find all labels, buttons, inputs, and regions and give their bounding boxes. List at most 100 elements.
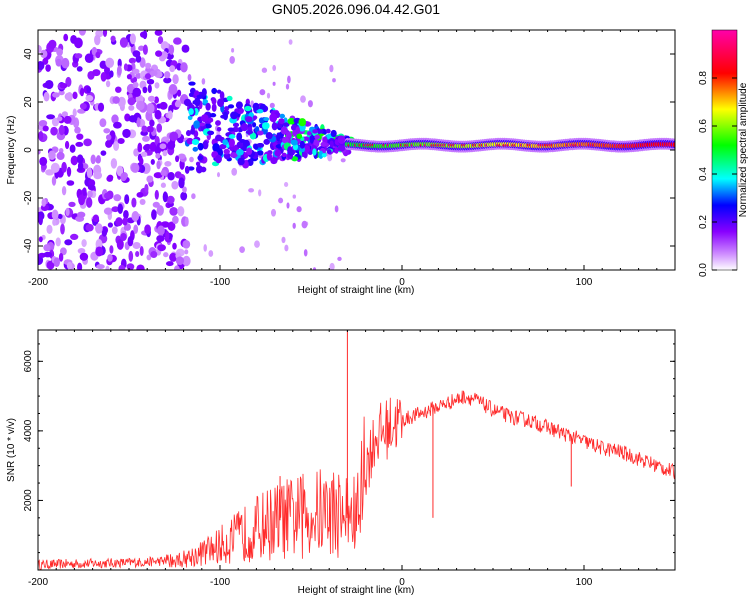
spectrogram-cell [219, 143, 227, 150]
spectrogram-cell [164, 161, 172, 167]
spectrogram-cell [150, 250, 158, 259]
spectrogram-cell [330, 129, 337, 138]
spectrogram-cell [197, 142, 204, 151]
snr-y-tick-label: 6000 [23, 350, 34, 373]
spectrogram-cell [301, 152, 307, 158]
spectrogram-cell [318, 150, 324, 159]
spectrogram-cell [66, 91, 73, 102]
spectrogram-cell [38, 236, 43, 243]
spectrogram-cell [208, 117, 214, 123]
spectrogram-cell [296, 206, 302, 213]
spectrogram-cell [181, 44, 190, 53]
spectrogram-cell [140, 151, 148, 157]
spectrogram-cell [132, 241, 141, 250]
spectrogram-ylabel: Frequency (Hz) [6, 116, 17, 185]
spectrogram-cell [105, 265, 110, 270]
spectrogram-cell [126, 73, 132, 80]
spectrogram-cell [211, 97, 217, 105]
spectrogram-cell [43, 244, 51, 252]
spectrogram-cell [43, 251, 53, 258]
spectrogram-cell [85, 95, 94, 102]
spectrogram-cell [113, 194, 122, 202]
spectrogram-cell [326, 149, 332, 154]
spectrogram-cell [44, 79, 54, 90]
spectrogram-cell [64, 140, 70, 150]
spectrogram-cell [219, 91, 225, 100]
spectrogram-cell [156, 123, 163, 133]
spectrogram-cell [216, 172, 221, 178]
snr-panel: -200 -100 0 100 2000 4000 6000 Height of stra… [6, 329, 676, 596]
spectrogram-cell [102, 30, 108, 37]
spectrogram-cell [261, 122, 270, 130]
spectrogram-cell [276, 132, 281, 142]
spectrogram-cell [202, 140, 209, 150]
spectrogram-cell [168, 44, 175, 55]
spectrogram-cell [286, 202, 290, 209]
spectrogram-x-axis: -200 -100 0 100 [28, 30, 676, 288]
spectrogram-cell [97, 102, 105, 112]
spectrogram-cell [154, 96, 159, 104]
spectrogram-cell [95, 223, 103, 234]
spectrogram-cell [174, 100, 182, 108]
snr-x-tick-label: -200 [28, 577, 48, 588]
colorbar-tick-label: 0.4 [698, 167, 709, 181]
spectrogram-cell [173, 37, 182, 45]
spectrogram-cell [307, 100, 313, 108]
spectrogram-cell [312, 267, 317, 270]
spectrogram-cell [195, 165, 203, 174]
spectrogram-cell [64, 239, 73, 246]
snr-frame [37, 329, 676, 571]
spectrogram-cell [248, 188, 255, 193]
spectrogram-cell [58, 90, 65, 96]
spectrogram-cell [139, 198, 146, 205]
spectrogram-cell [147, 84, 152, 94]
spectrogram-cell [249, 132, 257, 140]
snr-y-tick-label: 4000 [23, 419, 34, 442]
spectrogram-cell [188, 81, 196, 86]
spectrogram-cell [265, 132, 273, 140]
spectrogram-cell [172, 74, 179, 85]
spectrogram-y-tick-label: 0 [23, 147, 34, 153]
spectrogram-cell [222, 139, 229, 146]
spectrogram-cell [252, 102, 260, 111]
spectrogram-cell [192, 146, 199, 152]
spectrogram-cell [72, 108, 77, 117]
spectrogram-cell [227, 104, 235, 109]
snr-x-tick-label: -100 [210, 577, 230, 588]
snr-y-tick-label: 2000 [23, 489, 34, 512]
spectrogram-cell [105, 57, 115, 68]
spectrogram-cell [122, 128, 131, 138]
spectrogram-cell [135, 250, 140, 258]
spectrogram-cell [59, 82, 68, 89]
spectrogram-cell [236, 149, 244, 156]
spectrogram-cell [203, 244, 207, 252]
spectrogram-cell [87, 190, 93, 198]
spectrogram-cell [168, 110, 173, 120]
spectrogram-cell [92, 69, 101, 77]
spectrogram-cell [155, 50, 163, 57]
spectrogram-cell [281, 236, 286, 244]
spectrogram-cell [156, 234, 165, 243]
spectrogram-cell [164, 71, 171, 79]
spectrogram-cell [279, 113, 286, 119]
colorbar-gradient [711, 29, 738, 271]
spectrogram-cell [51, 176, 57, 186]
spectrogram-cell [160, 51, 168, 60]
spectrogram-cell [216, 127, 222, 132]
spectrogram-cell [142, 44, 148, 55]
spectrogram-cell [61, 111, 69, 118]
spectrogram-cell [113, 121, 122, 129]
spectrogram-cell [155, 153, 161, 159]
spectrogram-cell [142, 30, 148, 40]
spectrogram-cell [52, 218, 57, 226]
spectrogram-cell [166, 141, 176, 150]
spectrogram-cell [196, 94, 204, 99]
spectrogram-cell [124, 194, 130, 205]
spectrogram-cell [58, 252, 64, 262]
snr-xlabel: Height of straight line (km) [298, 585, 415, 596]
spectrogram-cell [252, 122, 257, 128]
spectrogram-cell [96, 155, 101, 163]
spectrogram-cell [103, 128, 111, 134]
spectrogram-cell [287, 75, 291, 84]
